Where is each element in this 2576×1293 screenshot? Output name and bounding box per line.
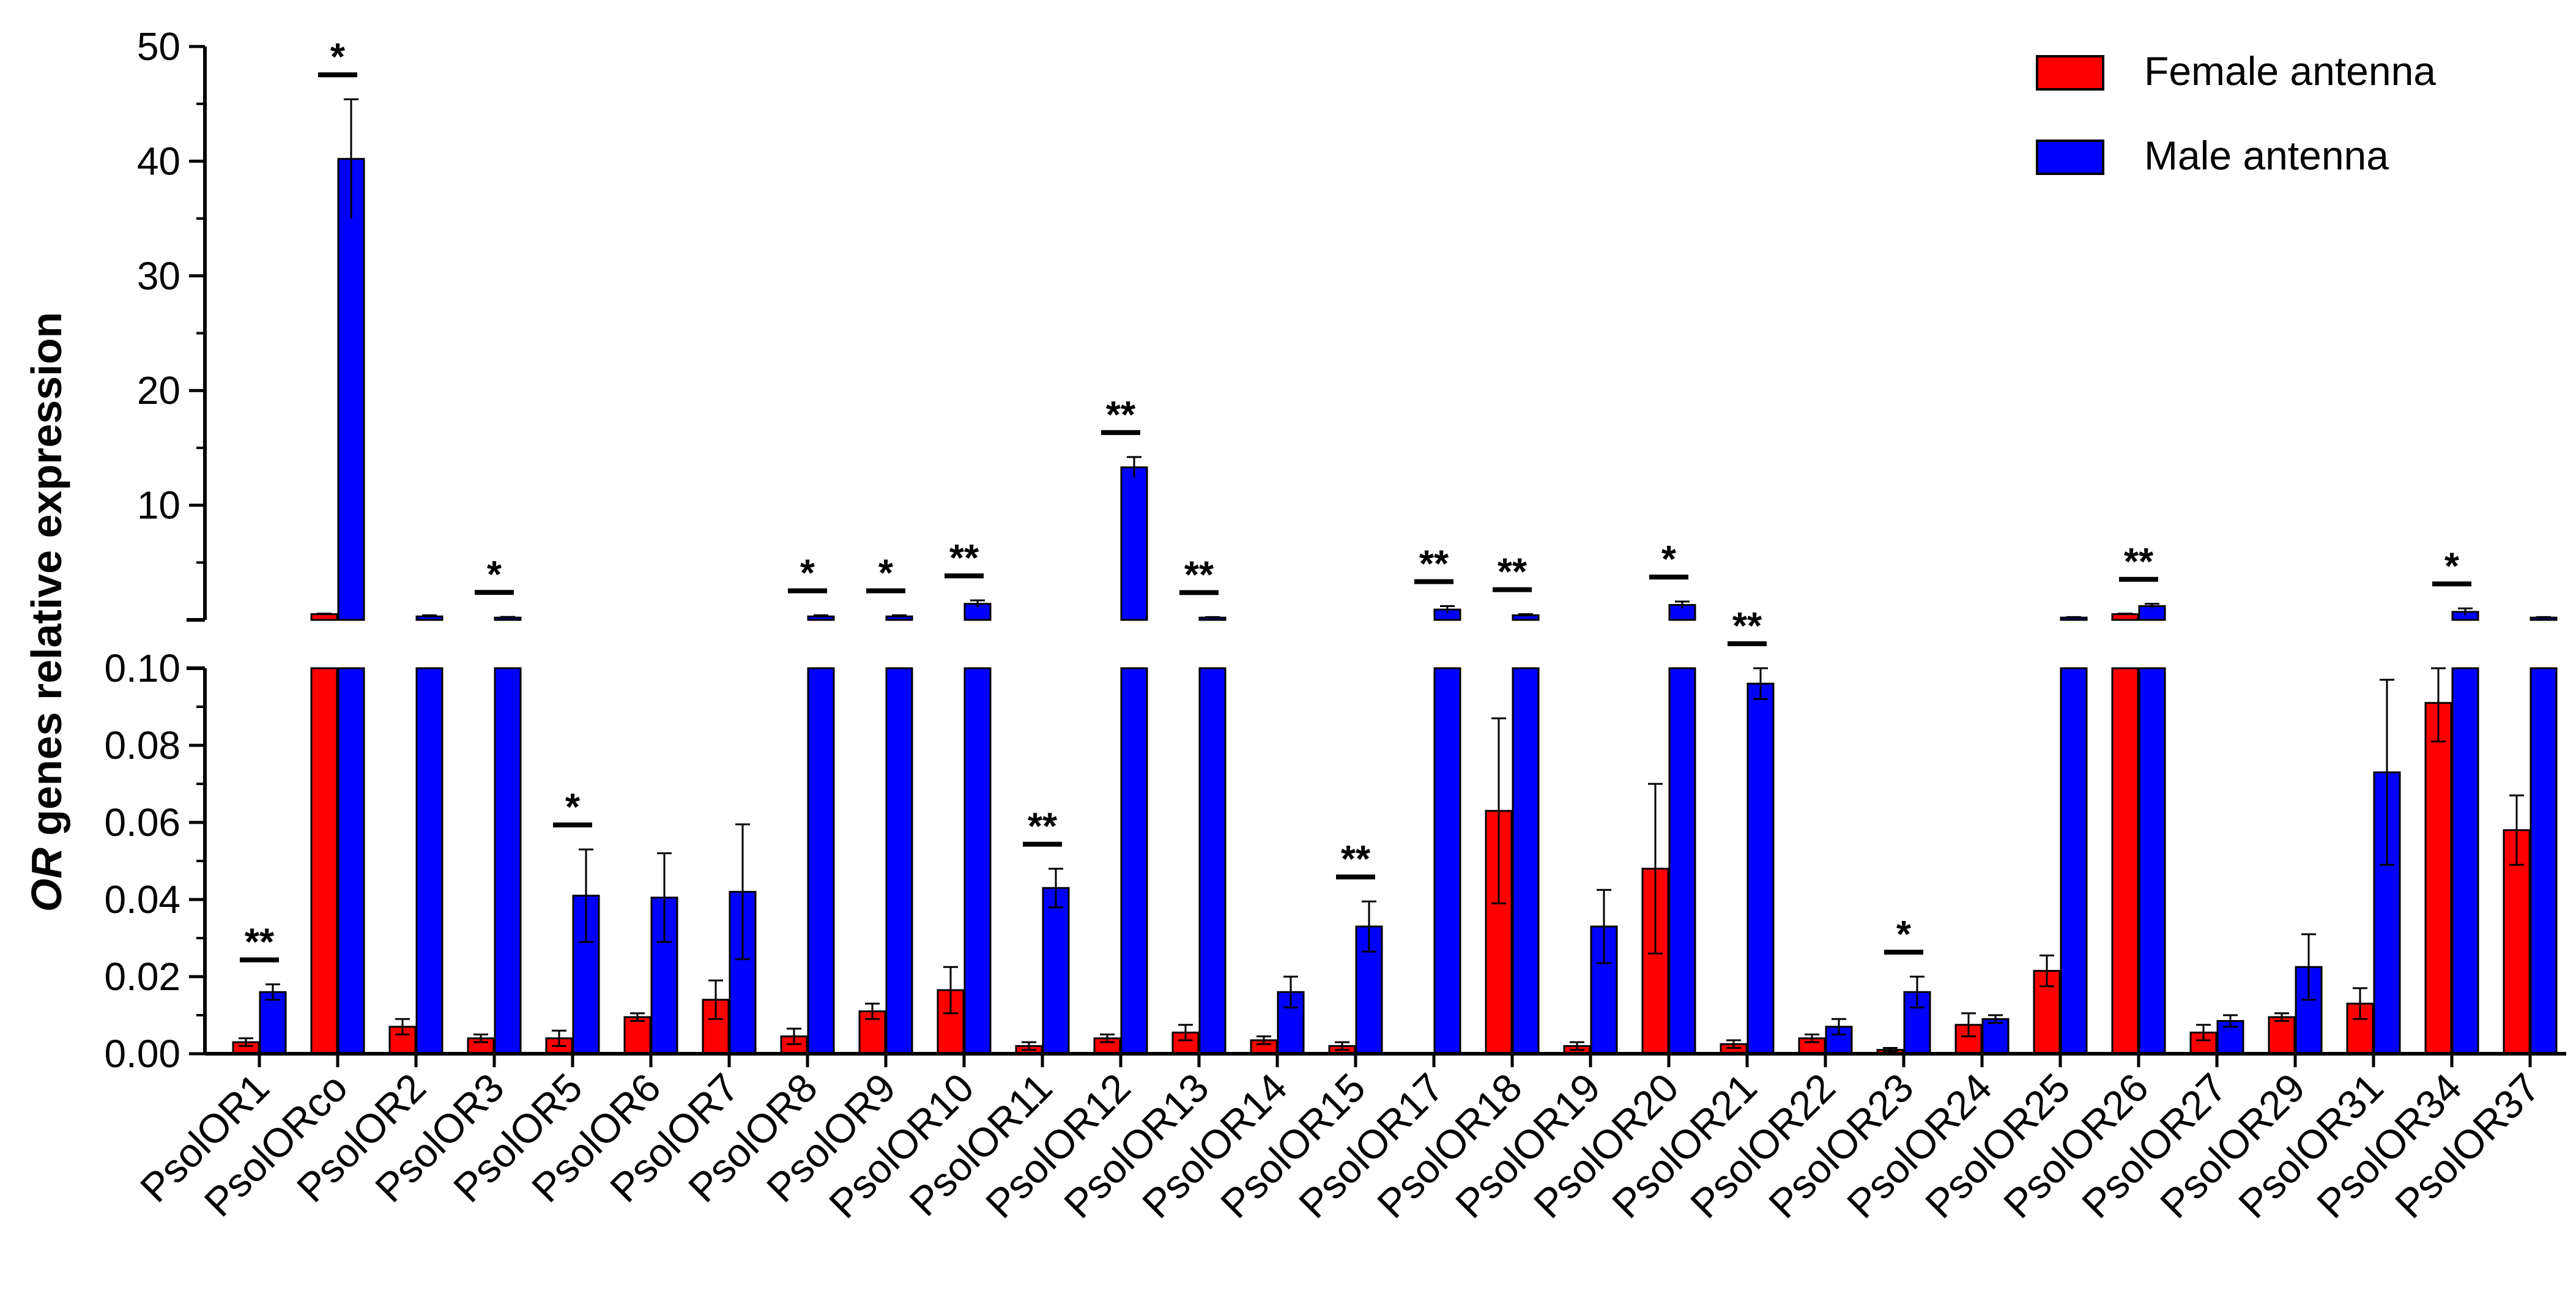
legend-label-male: Male antenna: [2144, 133, 2389, 178]
bar-upper-PsolOR12-male: [1120, 466, 1148, 621]
bar-PsolOR29-female: [2268, 1016, 2296, 1055]
sig-label-PsolOR11: **: [1028, 806, 1058, 848]
y-tick-label-upper: 40: [137, 139, 180, 183]
bar-upper-PsolORco-female: [310, 613, 338, 621]
sig-label-PsolOR18: **: [1498, 551, 1527, 594]
bar-lower-PsolOR12-male: [1120, 667, 1148, 1055]
bar-lower-PsolOR37-male: [2530, 667, 2558, 1055]
sig-label-PsolOR15: **: [1341, 838, 1371, 881]
sig-label-PsolOR13: **: [1184, 554, 1214, 596]
sig-label-PsolOR20: *: [1661, 538, 1677, 581]
sig-label-PsolOR21: **: [1732, 605, 1762, 647]
legend-swatch-male: [2036, 140, 2104, 175]
sig-label-PsolOR5: *: [565, 786, 581, 829]
bar-lower-PsolOR18-male: [1512, 667, 1540, 1055]
bar-lower-PsolOR3-male: [494, 667, 522, 1055]
bar-lower-PsolOR2-male: [415, 667, 444, 1055]
y-tick-label-upper: 50: [137, 24, 180, 69]
sig-label-PsolOR26: **: [2124, 541, 2154, 583]
bar-upper-PsolOR10-male: [963, 603, 992, 621]
sig-label-PsolOR10: **: [949, 537, 979, 579]
bar-upper-PsolOR26-female: [2111, 613, 2139, 621]
y-tick-label-upper: 20: [137, 368, 180, 412]
bar-lower-PsolOR13-male: [1198, 667, 1227, 1055]
y-tick-label-upper: 30: [137, 254, 180, 298]
y-axis-title-rest: genes relative expression: [23, 312, 70, 848]
sig-label-PsolOR1: **: [245, 922, 275, 964]
y-axis-title-emphasis: OR: [23, 848, 70, 912]
sig-label-PsolOR9: *: [878, 553, 894, 595]
bar-lower-PsolOR26-male: [2138, 667, 2166, 1055]
y-tick-label-lower: 0.06: [104, 800, 180, 844]
sig-label-PsolOR8: *: [800, 553, 815, 595]
bar-lower-PsolOR20-male: [1668, 667, 1696, 1055]
bar-PsolOR11-male: [1042, 887, 1070, 1055]
bar-lower-PsolOR10-male: [963, 667, 992, 1055]
y-tick-label-lower: 0.04: [104, 878, 180, 922]
bar-PsolOR34-female: [2424, 702, 2452, 1055]
bar-lower-PsolOR17-male: [1433, 667, 1461, 1055]
bar-PsolOR1-male: [259, 991, 287, 1055]
bar-lower-PsolOR9-male: [885, 667, 913, 1055]
bar-lower-PsolOR34-male: [2451, 667, 2479, 1055]
sig-label-PsolOR12: **: [1106, 394, 1136, 436]
bar-lower-PsolORco-female: [310, 667, 338, 1055]
y-tick-label-lower: 0.08: [104, 723, 180, 767]
sig-label-PsolOR34: *: [2444, 545, 2460, 587]
sig-label-PsolOR3: *: [487, 554, 502, 596]
bar-lower-PsolOR8-male: [807, 667, 835, 1055]
y-tick-label-upper: 10: [137, 483, 180, 527]
y-tick-label-lower: 0.10: [104, 646, 180, 690]
sig-label-PsolOR23: *: [1896, 914, 1912, 956]
y-tick-label-lower: 0.00: [104, 1032, 180, 1076]
bar-upper-PsolORco-male: [337, 158, 365, 621]
sig-label-PsolOR17: **: [1419, 543, 1449, 586]
bar-lower-PsolOR25-male: [2060, 667, 2088, 1055]
bar-PsolOR6-female: [623, 1016, 651, 1055]
sig-label-PsolORco: *: [330, 36, 346, 78]
legend-label-female: Female antenna: [2144, 48, 2436, 94]
y-axis-title: OR genes relative expression: [23, 312, 70, 912]
bar-PsolOR21-male: [1746, 682, 1775, 1055]
bar-lower-PsolORco-male: [337, 667, 365, 1055]
legend-swatch-female: [2036, 55, 2104, 91]
y-tick-label-lower: 0.02: [104, 955, 180, 999]
bar-PsolOR24-male: [1981, 1018, 2010, 1055]
bar-lower-PsolOR26-female: [2111, 667, 2139, 1055]
